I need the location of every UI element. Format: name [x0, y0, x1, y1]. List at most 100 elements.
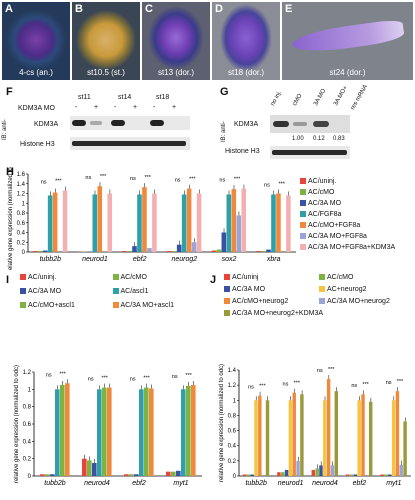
bar — [191, 242, 197, 252]
y-tick-label: 0 — [28, 474, 32, 480]
legend-item: AC/uninj. — [20, 274, 56, 281]
legend-j: AC/uninj AC/cMO AC/3A MO AC+neurog2 AC/cMO+n… — [224, 274, 414, 334]
lane-label: 3A MO+ — [333, 85, 350, 107]
y-tick-label: 1.6 — [17, 172, 26, 178]
bar — [266, 249, 271, 252]
y-tick-label: 0.2 — [228, 459, 237, 465]
legend-swatch — [300, 233, 306, 240]
legend-item: AC/uninj — [224, 274, 258, 281]
bar — [147, 248, 152, 252]
legend-item: AC/3A MO — [224, 286, 265, 293]
bar — [276, 193, 281, 252]
sig-label: *** — [278, 182, 285, 188]
bar — [258, 395, 262, 476]
legend-swatch — [300, 200, 306, 207]
x-tick-label: ebf2 — [133, 256, 147, 263]
sig-label: *** — [144, 175, 151, 181]
bar — [122, 251, 127, 252]
legend-item: AC/ascl1 — [112, 288, 149, 295]
sig-label: *** — [55, 179, 62, 185]
bar — [171, 251, 177, 252]
legend-item: AC/3A MO — [20, 288, 61, 295]
legend-label: AC/cMO — [327, 274, 354, 281]
legend-label: AC/cMO+FGF8a — [308, 222, 361, 229]
bar — [107, 193, 113, 252]
legend-swatch — [319, 274, 325, 281]
x-tick-label: myt1 — [386, 480, 401, 487]
bar — [265, 400, 270, 476]
legend-label: AC/cMO+ascl1 — [28, 302, 75, 309]
bar — [50, 474, 55, 476]
legend-item: AC/cMO — [300, 189, 334, 196]
band-label: Histone H3 — [225, 148, 260, 155]
x-tick-label: xbra — [266, 256, 281, 263]
sig-label: ns — [88, 377, 94, 383]
y-tick-label: 0.6 — [228, 429, 237, 435]
legend-item: AC/3A MO+neurog2+KDM3A — [224, 310, 323, 317]
bar — [236, 215, 242, 252]
sig-label: *** — [101, 376, 108, 382]
bar — [60, 385, 65, 476]
bar — [349, 474, 354, 476]
legend-item: AC/3A MO+ascl1 — [112, 302, 174, 309]
sign: - — [153, 104, 156, 111]
legend-label: AC/3A MO — [232, 286, 266, 293]
band — [273, 121, 289, 127]
legend-item: AC/uninj. — [300, 178, 336, 185]
bar — [186, 385, 191, 476]
bar — [271, 194, 276, 252]
panel-b-photo: B st10.5 (st.) — [72, 2, 140, 80]
bar — [166, 471, 171, 476]
sig-label: ns — [46, 372, 52, 378]
bar — [181, 194, 187, 252]
bar — [176, 244, 182, 252]
y-tick-label: 0 — [233, 474, 237, 480]
bar — [226, 194, 232, 252]
y-tick-label: 0.8 — [23, 405, 32, 411]
legend-label: AC/3A MO+FGF8a+KDM3A — [308, 244, 396, 251]
bar — [246, 474, 251, 476]
legend-label: AC/3A MO — [28, 288, 62, 295]
bar — [403, 421, 407, 476]
y-tick-label: 0.8 — [17, 211, 26, 217]
bar — [288, 400, 293, 476]
band — [272, 150, 347, 155]
band — [293, 122, 307, 126]
band — [72, 141, 186, 146]
panel-letter: B — [75, 3, 83, 15]
bar — [97, 186, 103, 252]
y-tick-label: 0 — [22, 250, 26, 256]
legend-swatch — [224, 274, 230, 281]
panel-letter: E — [285, 3, 293, 15]
sig-label: *** — [59, 371, 66, 377]
panel-caption: st13 (dor.) — [157, 68, 194, 77]
panel-caption: st10.5 (st.) — [87, 68, 125, 77]
sig-label: ns — [85, 175, 91, 181]
bar — [92, 463, 97, 476]
y-axis-label: relative gene expression (normalized to … — [219, 364, 225, 482]
panel-c-photo: C st13 (dor.) — [142, 2, 210, 80]
band-label: KDM3A — [234, 121, 259, 128]
bar — [102, 387, 107, 476]
y-tick-label: 1.4 — [228, 368, 237, 374]
legend-label: AC/3A MO — [308, 200, 342, 207]
legend-label: AC/ascl1 — [120, 288, 149, 295]
legend-label: AC/3A MO+neurog2+KDM3A — [232, 310, 324, 317]
sig-label: ns — [130, 377, 136, 383]
sig-label: *** — [143, 376, 150, 382]
stage-label: st14 — [118, 94, 132, 101]
bar — [181, 389, 186, 476]
ib-label: IB: anti- — [221, 121, 227, 142]
panel-d-photo: D st18 (dor.) — [212, 2, 280, 80]
legend-item: AC/3A MO+FGF8a — [300, 233, 367, 240]
blot-f-kdm3a — [70, 116, 190, 130]
bar — [221, 232, 227, 252]
sig-label: ns — [41, 180, 47, 186]
legend-item: AC+neurog2 — [319, 286, 367, 293]
x-tick-label: myt1 — [173, 480, 188, 487]
x-tick-label: ebf2 — [353, 480, 367, 487]
bar — [132, 246, 137, 252]
quant-value: 1.00 — [292, 136, 304, 142]
bar — [311, 469, 316, 476]
bar — [127, 251, 132, 252]
